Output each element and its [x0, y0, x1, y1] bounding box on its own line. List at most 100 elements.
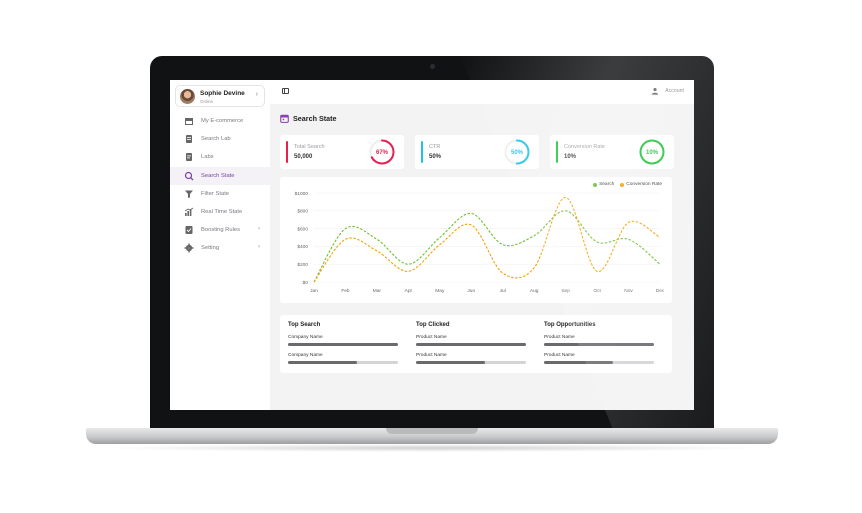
user-icon [652, 87, 659, 95]
topbar: Account [270, 80, 694, 104]
x-tick-label: Feb [341, 288, 350, 294]
stat-value: 50,000 [294, 154, 313, 160]
sidebar-item-my-e-commerce[interactable]: My E-commerce [170, 112, 270, 130]
x-tick-label: Sep [561, 288, 570, 294]
stat-label: Conversion Rate [564, 144, 605, 150]
sidebar-item-label: Search State [201, 172, 235, 179]
progress-ring: 10% [639, 139, 665, 165]
top-list-title: Top Opportunities [544, 322, 596, 328]
gear-icon [184, 243, 194, 253]
legend-label: Search [599, 182, 615, 187]
progress-ring-label: 67% [376, 150, 389, 156]
legend-item: Search [593, 182, 614, 187]
user-name: Sophie Devine [200, 90, 245, 97]
stat-label: Total Search [294, 144, 325, 150]
top-list-item-label: Product Name [544, 335, 575, 340]
y-tick-label: $800 [297, 209, 308, 215]
x-tick-label: Jul [500, 288, 506, 294]
sidebar-item-label: Setting [201, 245, 220, 252]
sidebar-item-labs[interactable]: Labs [170, 148, 270, 166]
chevron-right-icon: › [255, 91, 258, 98]
progress-track [544, 343, 654, 346]
laptop-shadow [96, 444, 768, 452]
store-icon [185, 118, 193, 126]
chevron-right-icon: › [258, 226, 260, 233]
progress-track [416, 343, 526, 346]
series-line-search [313, 210, 661, 283]
progress-ring: 67% [369, 139, 395, 165]
top-list-column: Top Search Company Name Company Name [280, 315, 400, 373]
account-button[interactable]: Account [651, 87, 684, 95]
stat-card: Total Search 50,000 67% [280, 135, 404, 169]
account-label: Account [665, 88, 684, 94]
y-tick-label: $400 [297, 244, 308, 250]
avatar [180, 89, 195, 104]
legend-swatch [593, 182, 598, 187]
top-list-item-label: Product Name [544, 353, 575, 358]
stat-card: Conversion Rate 10% 10% [550, 135, 674, 169]
document-icon [186, 153, 192, 162]
stat-card: CTR 50% 50% [415, 135, 539, 169]
legend-item: Conversion Rate [620, 182, 662, 187]
sidebar-item-setting[interactable]: Setting › [170, 239, 270, 257]
sidebar-item-search-state[interactable]: Search State [170, 166, 270, 185]
chart-legend: Search Conversion Rate [587, 182, 662, 187]
y-tick-label: $600 [297, 226, 308, 232]
x-tick-label: Nov [624, 288, 633, 294]
progress-track [544, 361, 654, 364]
filter-icon [185, 190, 193, 198]
sidebar-item-label: Search Lab [201, 136, 231, 143]
realtime-chart-icon [184, 207, 194, 217]
sidebar-item-real-time-state[interactable]: Real Time State [170, 203, 270, 221]
progress-ring-label: 50% [511, 150, 524, 156]
sidebar-toggle-icon[interactable] [282, 88, 289, 94]
calendar-icon [280, 114, 289, 123]
sidebar: Sophie Devine Online › My E-commerce Sear… [170, 80, 270, 410]
sidebar-item-label: Boosting Rules [201, 227, 240, 234]
progress-track [416, 361, 526, 364]
chevron-right-icon: › [258, 244, 260, 251]
top-list-item-label: Company Name [288, 353, 323, 358]
page-title: Search State [280, 114, 337, 123]
stat-accent-bar [556, 141, 558, 163]
top-list-item-label: Product Name [416, 353, 447, 358]
top-list-item-label: Product Name [416, 335, 447, 340]
line-chart: $0 $200 $400 $600 $800 $1000 Jan Feb Mar Apr May Ju… [295, 191, 665, 294]
x-tick-label: Aug [530, 288, 539, 294]
x-tick-label: Oct [593, 288, 601, 294]
stat-value: 10% [564, 154, 577, 160]
sidebar-item-filter-state[interactable]: Filter State [170, 185, 270, 203]
chart-card: $0 $200 $400 $600 $800 $1000 Jan Feb Mar Apr May Ju… [280, 177, 672, 303]
laptop-notch [386, 428, 478, 434]
stat-value: 50% [429, 154, 442, 160]
x-tick-label: Jan [310, 288, 318, 294]
progress-fill [416, 343, 526, 346]
progress-fill [288, 343, 398, 346]
sidebar-item-label: Filter State [201, 190, 230, 197]
rules-icon [185, 226, 193, 235]
stat-accent-bar [286, 141, 288, 163]
top-list-item-label: Company Name [288, 335, 323, 340]
top-list-column: Top Opportunities Product Name Product Nam… [536, 315, 656, 373]
top-list-title: Top Search [288, 322, 321, 328]
sidebar-nav: My E-commerce Search Lab Labs Search State F… [170, 112, 270, 258]
progress-fill [288, 361, 358, 364]
sidebar-item-search-lab[interactable]: Search Lab [170, 130, 270, 148]
progress-track [288, 343, 398, 346]
progress-fill [544, 343, 654, 346]
x-tick-label: May [435, 288, 445, 294]
user-status: Online [200, 99, 214, 104]
legend-label: Conversion Rate [626, 182, 662, 187]
x-tick-label: Dec [656, 288, 665, 294]
camera-dot [430, 64, 435, 69]
progress-fill [416, 361, 486, 364]
x-tick-label: Apr [405, 288, 413, 294]
progress-fill [544, 361, 614, 364]
sidebar-item-boosting-rules[interactable]: Boosting Rules › [170, 221, 270, 239]
sidebar-item-label: Real Time State [201, 209, 243, 216]
x-tick-label: Mar [373, 288, 382, 294]
user-card[interactable]: Sophie Devine Online › [175, 85, 265, 107]
sidebar-item-label: My E-commerce [201, 118, 244, 125]
progress-track [288, 361, 398, 364]
